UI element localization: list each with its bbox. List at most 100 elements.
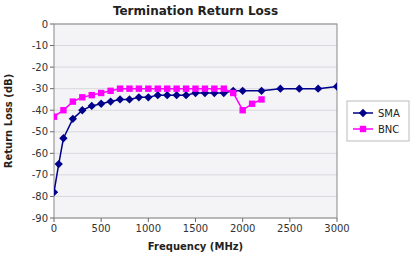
tick-label: -30 xyxy=(32,83,48,94)
tick-mark xyxy=(148,218,149,222)
point xyxy=(258,96,264,102)
point xyxy=(54,113,57,119)
tick-mark xyxy=(50,88,54,89)
tick-label: -40 xyxy=(32,105,48,116)
plot-area xyxy=(54,24,337,218)
tick-mark xyxy=(50,110,54,111)
tick-mark xyxy=(101,218,102,222)
point xyxy=(211,85,217,91)
legend-marker xyxy=(359,109,367,117)
legend-marker xyxy=(360,126,366,132)
point xyxy=(202,85,208,91)
series-line xyxy=(54,87,337,193)
legend-label: SMA xyxy=(378,108,400,119)
grid-line xyxy=(54,67,337,68)
point xyxy=(164,85,170,91)
point xyxy=(144,93,152,101)
point xyxy=(295,85,303,93)
series-line xyxy=(54,89,262,117)
point xyxy=(145,85,151,91)
tick-label: -10 xyxy=(32,40,48,51)
title: Termination Return Loss xyxy=(113,4,278,18)
point xyxy=(117,85,123,91)
point xyxy=(276,85,284,93)
point xyxy=(221,85,227,91)
point xyxy=(59,134,67,142)
point xyxy=(136,85,142,91)
point xyxy=(230,90,236,96)
legend: SMA BNC xyxy=(347,101,409,141)
tick-mark xyxy=(50,218,54,219)
point xyxy=(116,95,124,103)
grid-line xyxy=(54,174,337,175)
point xyxy=(249,101,255,107)
tick-mark xyxy=(337,218,338,222)
point xyxy=(173,85,179,91)
x-axis-label: Frequency (MHz) xyxy=(148,241,243,252)
tick-mark xyxy=(50,45,54,46)
tick-mark xyxy=(50,196,54,197)
tick-mark xyxy=(54,218,55,222)
point xyxy=(257,87,265,95)
point xyxy=(239,87,247,95)
point xyxy=(135,93,143,101)
tick-label: -90 xyxy=(32,213,48,224)
grid-line xyxy=(54,110,337,111)
point xyxy=(54,188,58,196)
point xyxy=(172,91,180,99)
tick-mark xyxy=(50,67,54,68)
point xyxy=(163,91,171,99)
tick-mark xyxy=(50,153,54,154)
tick-mark xyxy=(50,131,54,132)
tick-label: 0 xyxy=(42,19,48,30)
tick-mark xyxy=(289,218,290,222)
grid-line xyxy=(54,131,337,132)
point xyxy=(314,85,322,93)
grid-line xyxy=(54,196,337,197)
point xyxy=(239,107,245,113)
point xyxy=(79,94,85,100)
point xyxy=(60,107,66,113)
tick-label: -70 xyxy=(32,169,48,180)
point xyxy=(182,91,190,99)
tick-label: 2500 xyxy=(277,223,302,234)
tick-label: 500 xyxy=(92,223,111,234)
tick-label: -60 xyxy=(32,148,48,159)
point xyxy=(55,160,63,168)
tick-label: 1500 xyxy=(183,223,208,234)
grid-line xyxy=(54,45,337,46)
point xyxy=(88,102,96,110)
tick-mark xyxy=(50,174,54,175)
point xyxy=(97,100,105,108)
point xyxy=(89,92,95,98)
tick-label: 0 xyxy=(51,223,57,234)
legend-box xyxy=(347,101,409,141)
plot-frame xyxy=(54,24,337,218)
point xyxy=(106,97,114,105)
tick-label: 2000 xyxy=(230,223,255,234)
point xyxy=(107,88,113,94)
tick-label: 3000 xyxy=(324,223,349,234)
point xyxy=(78,106,86,114)
tick-mark xyxy=(50,24,54,25)
y-axis-label: Return Loss (dB) xyxy=(3,74,14,168)
point xyxy=(70,98,76,104)
tick-label: 1000 xyxy=(136,223,161,234)
tick-mark xyxy=(195,218,196,222)
point xyxy=(69,115,77,123)
grid-line xyxy=(54,153,337,154)
point xyxy=(333,82,337,90)
tick-label: -20 xyxy=(32,62,48,73)
series-group xyxy=(54,82,337,196)
point xyxy=(155,85,161,91)
point xyxy=(154,91,162,99)
point xyxy=(183,85,189,91)
point xyxy=(192,85,198,91)
point xyxy=(126,85,132,91)
point xyxy=(125,95,133,103)
tick-label: -50 xyxy=(32,126,48,137)
legend-label: BNC xyxy=(378,124,399,135)
chart: 0-10-20-30-40-50-60-70-80-90050010001500… xyxy=(0,0,417,256)
tick-label: -80 xyxy=(32,191,48,202)
point xyxy=(98,90,104,96)
